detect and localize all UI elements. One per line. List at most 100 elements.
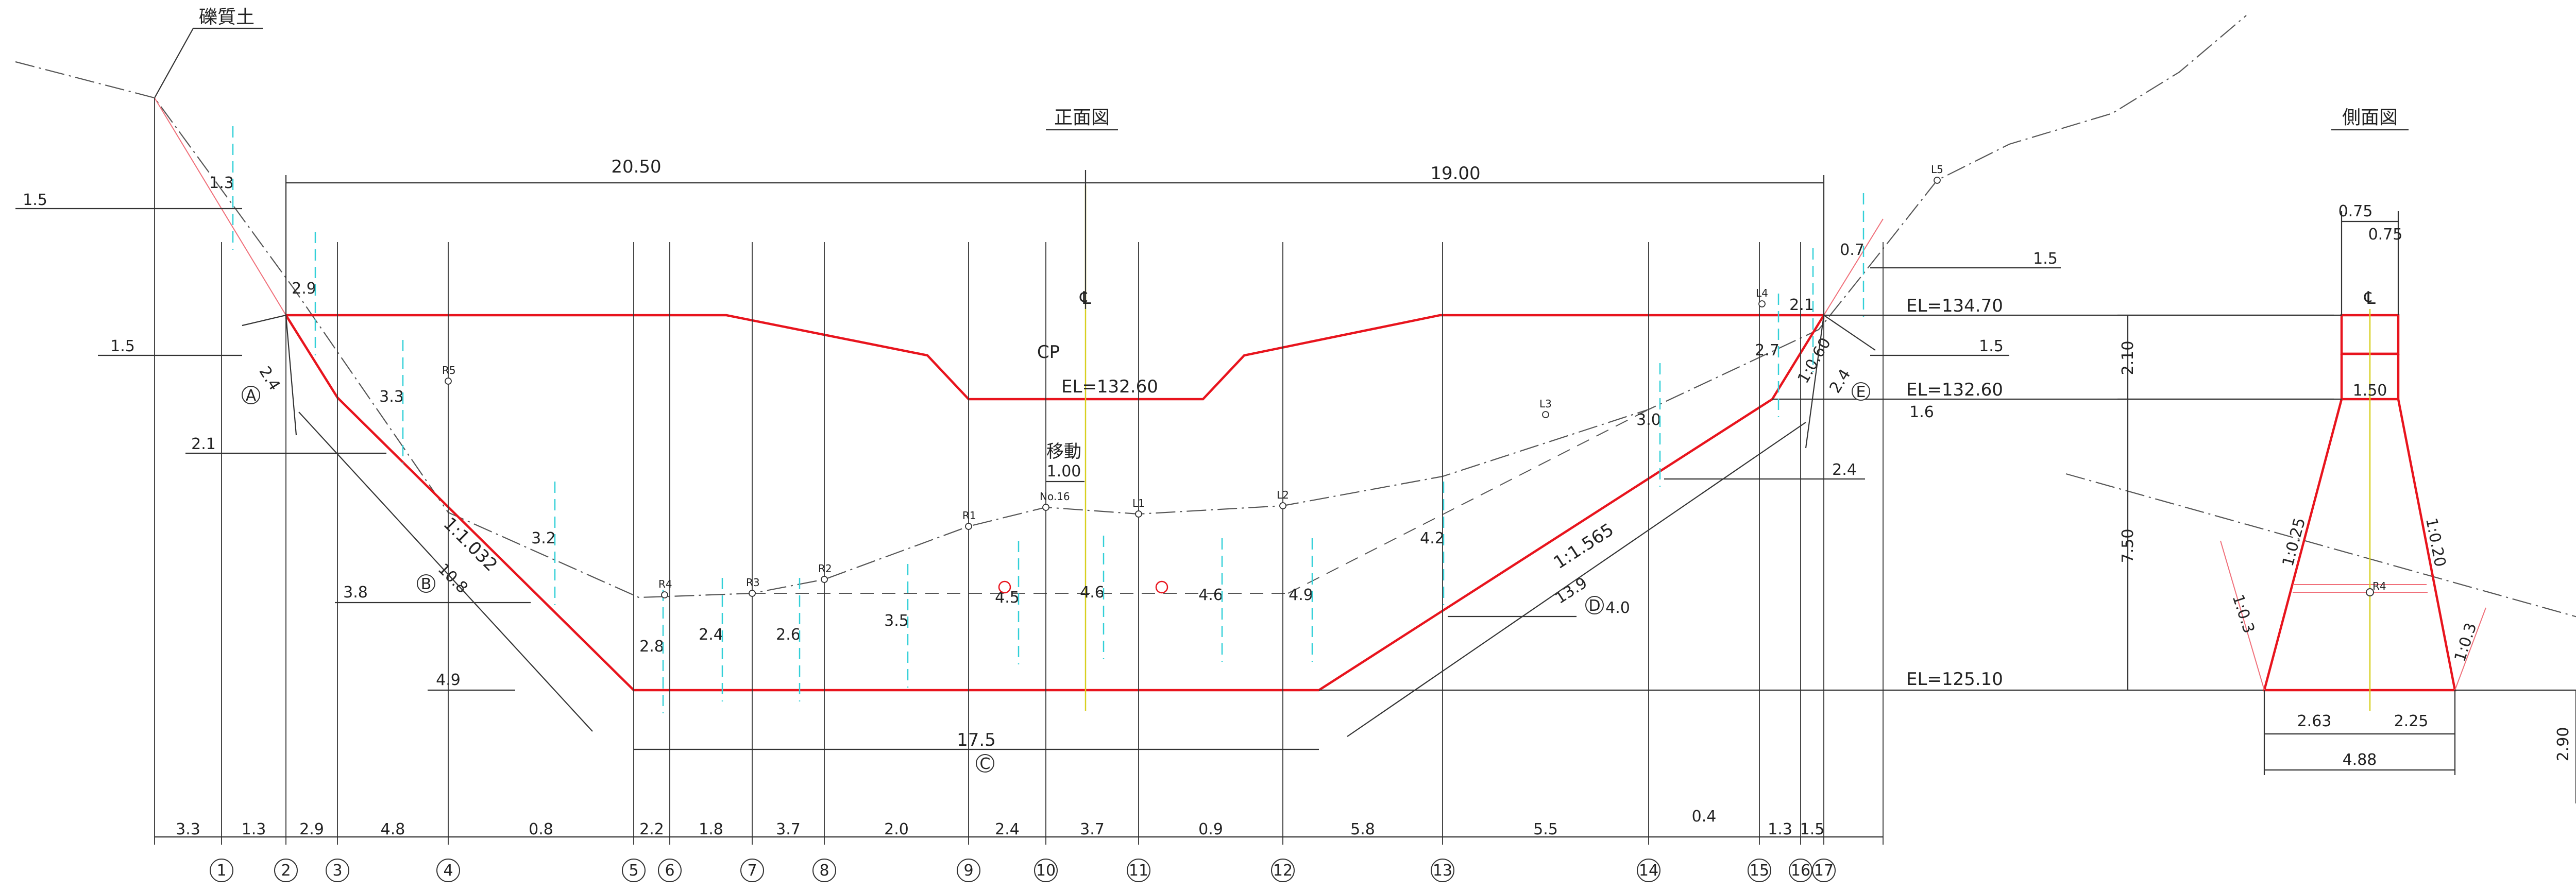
- side-slope-left-outer: 1:0.3: [2229, 592, 2258, 636]
- depth-label: 4.6: [1198, 586, 1223, 604]
- depth-labels: 1.3 2.9 3.3 3.2 2.8 2.4 2.6 3.5 4.5 4.6 4.6 4.9 4.2 3…: [209, 126, 1865, 713]
- depth-label: 2.7: [1755, 341, 1780, 359]
- station-circle: [1431, 859, 1454, 882]
- len-d: 13.9: [1552, 574, 1590, 608]
- label-d-circle: [1585, 596, 1604, 614]
- depth-label: 2.1: [1789, 296, 1814, 314]
- depth-label: 2.6: [776, 626, 801, 644]
- station-circle: [1271, 859, 1295, 882]
- bottom-dim: 5.8: [1350, 820, 1375, 838]
- bottom-dimensions: 3.3 1.3 2.9 4.8 0.8 2.2 1.8 3.7 2.0 2.4 3.7 0.9 5.8 5…: [176, 808, 1824, 838]
- bottom-dim: 2.0: [884, 820, 909, 838]
- bottom-dim: 1.3: [242, 820, 266, 838]
- station-number: 7: [747, 862, 757, 880]
- station-number: 1: [216, 862, 226, 880]
- depth-label: 2.9: [292, 280, 316, 298]
- offset-4: 3.8: [343, 584, 368, 602]
- station-circle: [210, 859, 233, 882]
- excavation-outline: [285, 314, 1825, 692]
- side-excav-left: [2220, 540, 2265, 691]
- elev-base: EL=125.10: [1906, 669, 2003, 690]
- side-base-total: 4.88: [2343, 751, 2377, 769]
- station-number: 9: [963, 862, 973, 880]
- elev-top: EL=134.70: [1906, 296, 2003, 316]
- station-number: 4: [443, 862, 453, 880]
- leader-b: [298, 412, 593, 732]
- station-circle: [1637, 859, 1660, 882]
- bottom-dim: 2.4: [995, 820, 1020, 838]
- survey-point-label: L2: [1277, 489, 1289, 501]
- survey-point-marker: [1542, 411, 1549, 418]
- marker-circle-right: [1155, 580, 1168, 594]
- station-circle: [326, 859, 349, 882]
- label-d: D: [1588, 597, 1600, 615]
- offset-3: 2.1: [191, 435, 216, 453]
- bottom-dim: 4.8: [381, 820, 405, 838]
- depth-label: 3.0: [1636, 411, 1661, 429]
- bottom-dim: 3.7: [776, 820, 801, 838]
- survey-point-label: R1: [962, 509, 976, 522]
- survey-points: R5 R4 R3 R2 R1 No.16 L1 L2 L3 L4 L5: [442, 163, 1943, 598]
- survey-point-marker: [1758, 300, 1766, 307]
- station-number: 15: [1750, 862, 1769, 880]
- survey-point-label: No.16: [1040, 490, 1070, 503]
- survey-point-label: R4: [658, 578, 672, 590]
- label-e: E: [1856, 383, 1866, 401]
- survey-point-label: L1: [1132, 497, 1145, 509]
- depth-label: 3.2: [531, 529, 556, 547]
- side-point: R4: [2372, 580, 2386, 592]
- bottom-dim: 5.5: [1533, 820, 1558, 838]
- side-ground: [2065, 473, 2576, 618]
- bottom-dim: 2.2: [639, 820, 664, 838]
- elev-notch: EL=132.60: [1906, 380, 2003, 400]
- side-inner-width: 1.50: [2353, 382, 2387, 400]
- bottom-dim: 0.4: [1692, 808, 1717, 826]
- offset-8: 1.6: [1909, 403, 1934, 421]
- station-circle: [274, 859, 298, 882]
- cp-move-value: 1.00: [1047, 462, 1081, 481]
- station-circle: [1034, 859, 1058, 882]
- side-height-main: 7.50: [2119, 529, 2137, 563]
- bottom-dim: 3.3: [176, 820, 200, 838]
- station-circle: [957, 859, 980, 882]
- centerline-symbol-side: ℄: [2364, 288, 2376, 309]
- station-circle: [1812, 859, 1836, 882]
- len-c: 17.5: [957, 730, 996, 750]
- survey-point-marker: [445, 378, 452, 385]
- station-number: 6: [665, 862, 674, 880]
- label-c: C: [980, 755, 991, 773]
- station-circle: [740, 859, 764, 882]
- offset-10: 4.0: [1605, 599, 1630, 617]
- station-number: 11: [1129, 862, 1148, 880]
- station-circle: [1127, 859, 1150, 882]
- survey-point-label: L5: [1931, 163, 1943, 176]
- offset-leaders: 1.5 1.5 2.1 3.8 4.9 1.5 1.5 1.6 2.4 4.0: [15, 191, 2061, 691]
- cp-move-label: 移動: [1046, 441, 1081, 462]
- side-top-outer: 0.75: [2338, 202, 2373, 220]
- bottom-dim: 3.7: [1080, 820, 1105, 838]
- depth-label: 4.9: [1289, 586, 1313, 604]
- station-number: 10: [1036, 862, 1056, 880]
- station-lines: [154, 98, 1884, 845]
- offset-9: 2.4: [1832, 461, 1857, 479]
- depth-label: 2.4: [699, 626, 723, 644]
- bottom-dim: 2.9: [299, 820, 324, 838]
- survey-point-marker: [1279, 502, 1286, 509]
- survey-point-label: R5: [442, 364, 456, 376]
- station-number: 8: [819, 862, 829, 880]
- survey-point-label: R2: [818, 562, 832, 575]
- slope-right: 1:1.565: [1550, 519, 1617, 573]
- offset-1: 1.5: [23, 191, 47, 209]
- crest-elevation: EL=132.60: [1061, 376, 1158, 397]
- station-circle: [622, 859, 646, 882]
- side-depth: 2.90: [2554, 727, 2572, 762]
- left-slope-thin: [154, 97, 286, 316]
- label-c-circle: [976, 754, 994, 773]
- label-b-circle: [417, 574, 435, 593]
- leader-d: [1347, 422, 1806, 737]
- len-e: 2.4: [1826, 366, 1854, 396]
- survey-point-label: L3: [1539, 398, 1552, 410]
- right-slope-thin: [1823, 218, 1884, 316]
